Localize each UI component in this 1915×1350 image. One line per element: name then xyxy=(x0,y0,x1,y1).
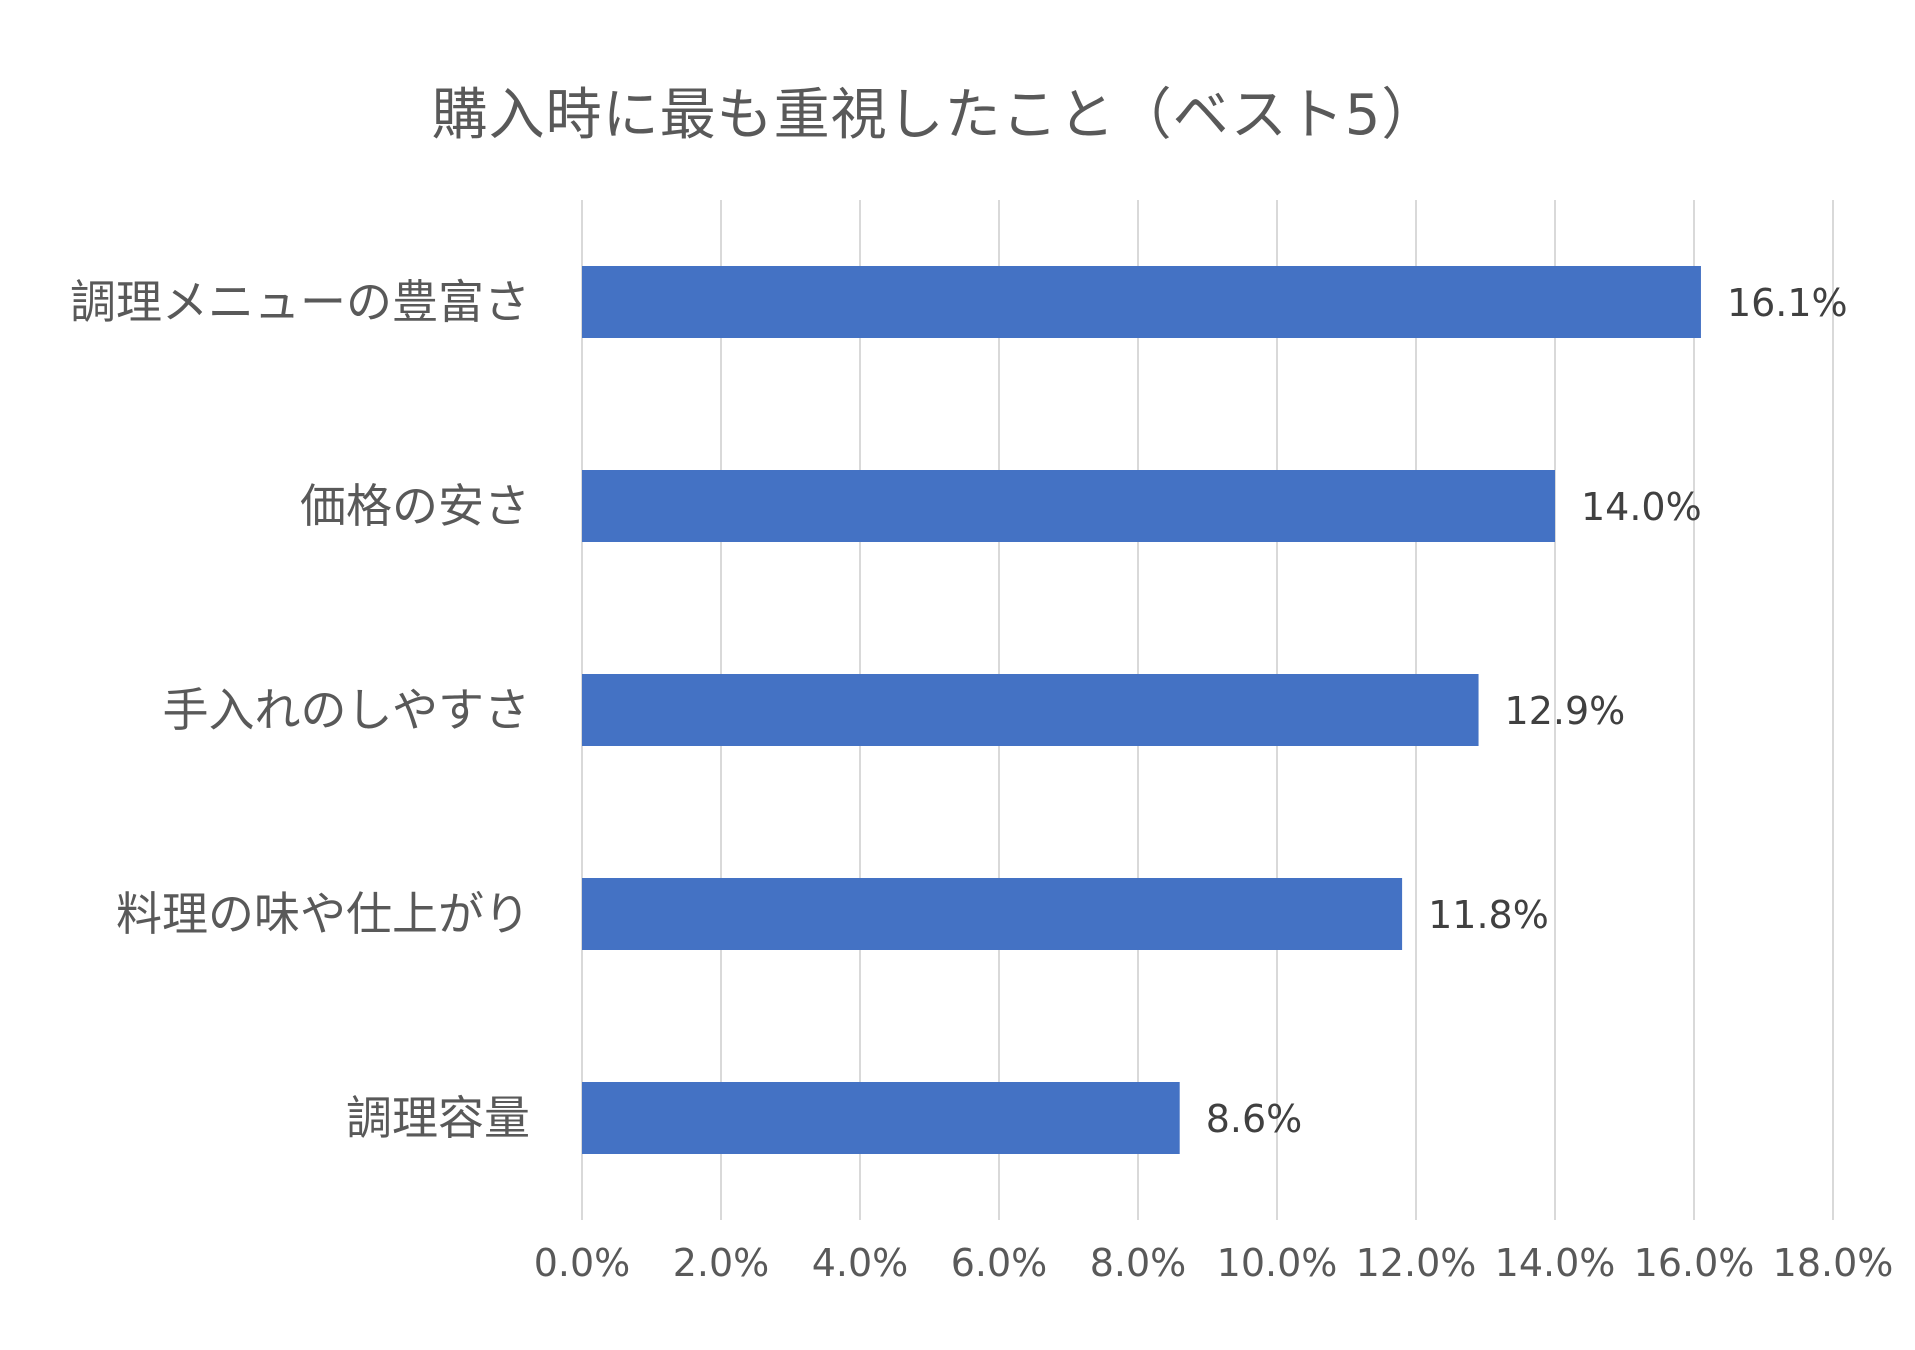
labels: 0.0% 2.0% 4.0% 6.0% 8.0% 10.0% 12.0% 14.0% 16.0%… xyxy=(70,275,1893,1285)
x-tick-label: 18.0% xyxy=(1773,1241,1894,1285)
data-label: 16.1% xyxy=(1727,281,1848,325)
x-tick-label: 16.0% xyxy=(1634,1241,1755,1285)
x-tick-label: 12.0% xyxy=(1356,1241,1477,1285)
bar xyxy=(582,878,1403,950)
bar xyxy=(582,470,1555,542)
data-label: 11.8% xyxy=(1428,893,1549,937)
x-tick-label: 4.0% xyxy=(812,1241,909,1285)
data-label: 14.0% xyxy=(1581,485,1702,529)
category-label: 手入れのしやすさ xyxy=(162,683,530,737)
category-label: 価格の安さ xyxy=(300,479,530,533)
bar xyxy=(582,1082,1180,1154)
x-tick-label: 0.0% xyxy=(534,1241,631,1285)
x-tick-label: 8.0% xyxy=(1090,1241,1187,1285)
data-label: 8.6% xyxy=(1206,1097,1303,1141)
category-label: 調理メニューの豊富さ xyxy=(70,275,530,329)
x-tick-label: 14.0% xyxy=(1495,1241,1616,1285)
bar xyxy=(582,266,1701,338)
x-tick-label: 2.0% xyxy=(673,1241,770,1285)
category-label: 料理の味や仕上がり xyxy=(116,887,530,941)
x-tick-label: 6.0% xyxy=(951,1241,1048,1285)
bar xyxy=(582,674,1479,746)
category-label: 調理容量 xyxy=(346,1091,530,1145)
bars xyxy=(582,266,1701,1154)
x-tick-label: 10.0% xyxy=(1217,1241,1338,1285)
data-label: 12.9% xyxy=(1505,689,1626,733)
chart-title: 購入時に最も重視したこと（ベスト5） xyxy=(431,83,1439,148)
